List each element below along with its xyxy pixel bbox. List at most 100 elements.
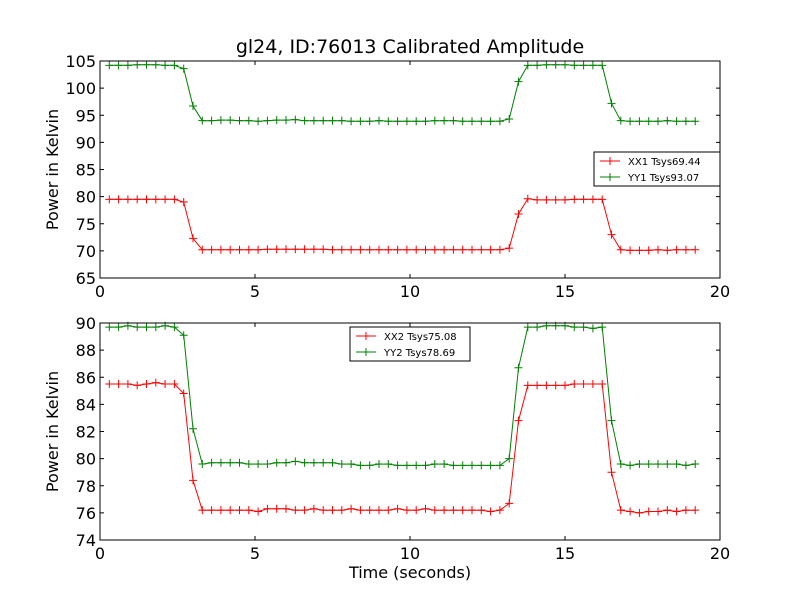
data-point — [198, 460, 207, 469]
data-point — [309, 458, 318, 467]
data-point — [561, 381, 569, 390]
data-point — [189, 424, 197, 433]
data-point — [523, 194, 532, 203]
data-point — [626, 246, 635, 255]
legend-marker — [606, 157, 614, 165]
data-point — [189, 476, 197, 485]
data-point — [495, 117, 504, 126]
data-point — [598, 195, 607, 204]
data-point — [347, 460, 356, 469]
data-point — [663, 506, 672, 515]
data-point — [672, 117, 681, 126]
data-point — [458, 461, 467, 470]
data-point — [123, 61, 132, 70]
data-point — [272, 116, 281, 125]
data-point — [588, 195, 597, 204]
data-point — [654, 245, 662, 254]
data-point — [179, 64, 188, 73]
data-point — [691, 506, 700, 515]
data-point — [328, 116, 337, 125]
data-point — [151, 378, 160, 387]
data-point — [384, 245, 393, 254]
data-point — [644, 117, 653, 126]
legend-label: YY1 Tsys93.07 — [627, 173, 699, 184]
data-point — [282, 504, 290, 513]
top-panel: 0 5 10 15 20 65 70 75 80 85 90 95 100 105 Power in Kel… — [43, 52, 730, 301]
data-point — [616, 460, 625, 469]
series-2 — [105, 321, 700, 470]
y-axis-label: Power in Kelvin — [43, 109, 62, 230]
data-point — [542, 381, 551, 390]
data-point — [384, 460, 393, 469]
data-point — [254, 460, 263, 469]
series-line — [109, 198, 696, 251]
data-point — [607, 468, 616, 477]
data-point — [468, 506, 476, 515]
data-point — [161, 380, 170, 389]
data-point — [440, 245, 449, 254]
data-point — [291, 457, 300, 466]
data-point — [477, 117, 486, 126]
data-point — [244, 245, 253, 254]
data-point — [133, 195, 142, 204]
data-point — [105, 380, 114, 389]
data-point — [170, 323, 179, 332]
data-point — [263, 116, 272, 125]
data-point — [458, 245, 467, 254]
data-point — [579, 61, 588, 70]
legend-label: XX1 Tsys69.44 — [628, 157, 701, 168]
data-point — [170, 61, 179, 70]
data-point — [226, 458, 235, 467]
data-point — [505, 244, 514, 253]
data-point — [356, 117, 365, 126]
data-point — [133, 60, 142, 69]
data-point — [142, 195, 151, 204]
data-point — [393, 117, 402, 126]
data-point — [681, 461, 690, 470]
data-point — [365, 245, 374, 254]
data-point — [477, 506, 486, 515]
data-point — [523, 381, 532, 390]
data-point — [216, 506, 225, 515]
data-point — [570, 323, 579, 332]
series-2 — [105, 60, 700, 126]
data-point — [430, 460, 439, 469]
data-point — [133, 323, 142, 332]
data-point — [291, 506, 300, 515]
data-point — [244, 116, 253, 125]
y-tick-label: 95 — [76, 106, 96, 125]
data-point — [598, 323, 607, 332]
data-point — [189, 234, 197, 243]
data-point — [319, 245, 328, 254]
data-point — [393, 461, 402, 470]
data-point — [272, 458, 281, 467]
data-point — [663, 116, 672, 125]
data-point — [412, 117, 421, 126]
data-point — [123, 380, 132, 389]
data-point — [542, 60, 551, 69]
data-point — [402, 245, 411, 254]
data-point — [365, 506, 374, 515]
data-point — [226, 245, 235, 254]
data-point — [328, 458, 337, 467]
data-point — [244, 460, 253, 469]
x-tick-label: 15 — [555, 544, 575, 563]
data-point — [681, 117, 690, 126]
data-point — [616, 506, 625, 515]
data-point — [254, 117, 263, 126]
data-point — [514, 416, 523, 425]
data-point — [319, 506, 328, 515]
data-point — [579, 323, 588, 332]
data-point — [151, 60, 160, 69]
data-point — [263, 245, 272, 254]
data-point — [300, 245, 309, 254]
series-line — [109, 325, 696, 466]
data-point — [142, 60, 151, 69]
data-point — [626, 117, 635, 126]
data-point — [282, 245, 290, 254]
y-tick-label: 75 — [76, 215, 96, 234]
data-point — [123, 195, 132, 204]
data-point — [588, 380, 597, 389]
data-point — [449, 506, 458, 515]
data-point — [235, 458, 244, 467]
